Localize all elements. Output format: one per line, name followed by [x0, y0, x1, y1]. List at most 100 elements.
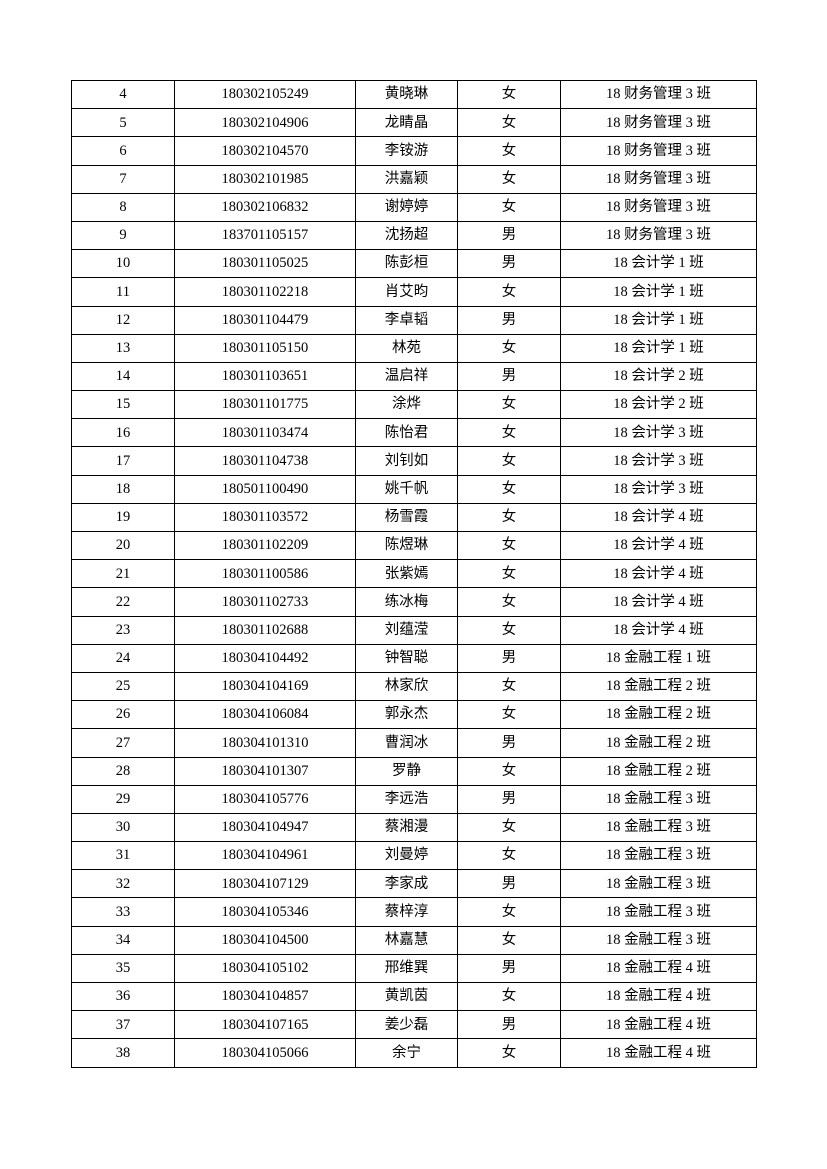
row-number-cell: 37: [71, 1010, 175, 1040]
gender-cell: 女: [457, 841, 561, 871]
student-name-cell: 沈扬超: [355, 220, 458, 251]
student-id-cell: 180304101310: [174, 728, 356, 758]
class-name-cell: 18 会计学 2 班: [560, 390, 757, 420]
student-name-cell: 洪嘉颖: [355, 164, 458, 194]
row-number-cell: 18: [71, 474, 175, 504]
student-table-body: 4 180302105249 黄晓琳女 18 财务管理 3 班 5 18030210490…: [71, 79, 757, 1068]
class-name-cell: 18 财务管理 3 班: [560, 136, 757, 166]
gender-cell: 女: [457, 925, 561, 955]
gender-cell: 女: [457, 756, 561, 786]
row-number-cell: 23: [71, 615, 175, 645]
row-number-cell: 29: [71, 784, 175, 814]
gender-cell: 女: [457, 615, 561, 645]
row-number-cell: 10: [71, 249, 175, 279]
class-name-cell: 18 金融工程 1 班: [560, 643, 757, 673]
class-name-cell: 18 财务管理 3 班: [560, 164, 757, 194]
class-name-cell: 18 金融工程 2 班: [560, 756, 757, 786]
student-name-cell: 练冰梅: [355, 587, 458, 617]
row-number-cell: 28: [71, 756, 175, 786]
class-name-cell: 18 金融工程 4 班: [560, 953, 757, 984]
student-name-cell: 姚千帆: [355, 474, 458, 504]
row-number-cell: 20: [71, 530, 175, 561]
row-number-cell: 22: [71, 587, 175, 617]
table-row: 11 180301102218 肖艾昀女 18 会计学 1 班: [71, 277, 757, 307]
table-row: 16 180301103474 陈怡君女 18 会计学 3 班: [71, 418, 757, 448]
student-id-cell: 180304101307: [174, 756, 356, 786]
gender-cell: 女: [457, 1038, 561, 1068]
gender-cell: 男: [457, 361, 561, 392]
table-row: 15 180301101775 涂烨女 18 会计学 2 班: [71, 390, 757, 420]
row-number-cell: 32: [71, 869, 175, 899]
row-number-cell: 5: [71, 108, 175, 138]
student-name-cell: 刘曼婷: [355, 841, 458, 871]
student-name-cell: 蔡梓淳: [355, 897, 458, 927]
student-name-cell: 陈煜琳: [355, 530, 458, 561]
student-id-cell: 180304107165: [174, 1010, 356, 1040]
table-row: 13 180301105150 林苑女 18 会计学 1 班: [71, 333, 757, 363]
class-name-cell: 18 金融工程 4 班: [560, 1038, 757, 1068]
table-row: 18 180501100490 姚千帆女 18 会计学 3 班: [71, 474, 757, 504]
table-row: 19 180301103572 杨雪霞女 18 会计学 4 班: [71, 502, 757, 533]
row-number-cell: 26: [71, 700, 175, 730]
class-name-cell: 18 会计学 1 班: [560, 249, 757, 279]
class-name-cell: 18 会计学 1 班: [560, 333, 757, 363]
table-row: 26 180304106084 郭永杰女 18 金融工程 2 班: [71, 700, 757, 730]
table-row: 35 180304105102 邢维巽男 18 金融工程 4 班: [71, 953, 757, 984]
gender-cell: 男: [457, 305, 561, 335]
student-name-cell: 罗静: [355, 756, 458, 786]
gender-cell: 男: [457, 249, 561, 279]
student-id-cell: 180302104570: [174, 136, 356, 166]
student-id-cell: 180302105249: [174, 79, 356, 110]
table-row: 12 180301104479 李卓韬男 18 会计学 1 班: [71, 305, 757, 335]
row-number-cell: 4: [71, 79, 175, 110]
row-number-cell: 7: [71, 164, 175, 194]
student-name-cell: 林家欣: [355, 671, 458, 702]
table-row: 20 180301102209 陈煜琳女 18 会计学 4 班: [71, 530, 757, 561]
table-row: 24 180304104492 钟智聪男 18 金融工程 1 班: [71, 643, 757, 673]
class-name-cell: 18 会计学 4 班: [560, 587, 757, 617]
gender-cell: 女: [457, 981, 561, 1012]
table-row: 33 180304105346 蔡梓淳女 18 金融工程 3 班: [71, 897, 757, 927]
table-row: 36 180304104857 黄凯茵女 18 金融工程 4 班: [71, 981, 757, 1012]
student-id-cell: 180302104906: [174, 108, 356, 138]
student-name-cell: 黄凯茵: [355, 981, 458, 1012]
class-name-cell: 18 金融工程 3 班: [560, 925, 757, 955]
row-number-cell: 33: [71, 897, 175, 927]
student-name-cell: 谢婷婷: [355, 192, 458, 222]
gender-cell: 男: [457, 784, 561, 814]
class-name-cell: 18 财务管理 3 班: [560, 192, 757, 222]
row-number-cell: 36: [71, 981, 175, 1012]
student-name-cell: 林苑: [355, 333, 458, 363]
gender-cell: 女: [457, 192, 561, 222]
gender-cell: 女: [457, 897, 561, 927]
student-name-cell: 李铵游: [355, 136, 458, 166]
row-number-cell: 24: [71, 643, 175, 673]
row-number-cell: 12: [71, 305, 175, 335]
student-name-cell: 刘钊如: [355, 446, 458, 476]
table-row: 34 180304104500 林嘉慧女 18 金融工程 3 班: [71, 925, 757, 955]
gender-cell: 女: [457, 79, 561, 110]
student-name-cell: 刘蕴滢: [355, 615, 458, 645]
table-row: 29 180304105776 李远浩男 18 金融工程 3 班: [71, 784, 757, 814]
class-name-cell: 18 会计学 1 班: [560, 305, 757, 335]
row-number-cell: 25: [71, 671, 175, 702]
student-id-cell: 180301104738: [174, 446, 356, 476]
student-id-cell: 180302106832: [174, 192, 356, 222]
table-row: 28 180304101307 罗静女 18 金融工程 2 班: [71, 756, 757, 786]
table-row: 6 180302104570 李铵游女 18 财务管理 3 班: [71, 136, 757, 166]
class-name-cell: 18 金融工程 2 班: [560, 671, 757, 702]
student-id-cell: 180301103474: [174, 418, 356, 448]
student-name-cell: 邢维巽: [355, 953, 458, 984]
gender-cell: 女: [457, 812, 561, 843]
student-id-cell: 180301105025: [174, 249, 356, 279]
student-id-cell: 180304105066: [174, 1038, 356, 1068]
table-row: 4 180302105249 黄晓琳女 18 财务管理 3 班: [71, 79, 757, 110]
student-id-cell: 183701105157: [174, 220, 356, 251]
student-id-cell: 180304105346: [174, 897, 356, 927]
class-name-cell: 18 金融工程 2 班: [560, 728, 757, 758]
gender-cell: 女: [457, 502, 561, 533]
student-id-cell: 180301102733: [174, 587, 356, 617]
student-name-cell: 蔡湘漫: [355, 812, 458, 843]
gender-cell: 男: [457, 1010, 561, 1040]
table-row: 9 183701105157 沈扬超男 18 财务管理 3 班: [71, 220, 757, 251]
